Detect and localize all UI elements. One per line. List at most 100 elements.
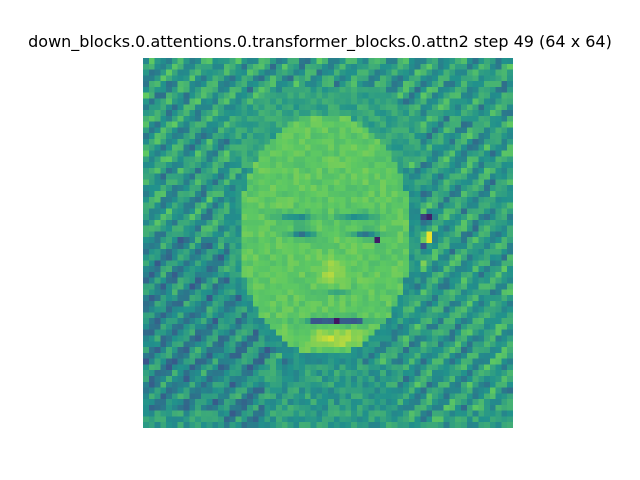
heatmap-cell	[460, 81, 467, 87]
heatmap-cell	[206, 404, 213, 411]
heatmap-cell	[368, 150, 375, 157]
heatmap-cell	[356, 58, 363, 64]
heatmap-cell	[391, 156, 398, 163]
heatmap-cell	[264, 289, 271, 296]
heatmap-cell	[345, 335, 352, 342]
heatmap-cell	[368, 387, 375, 394]
heatmap-cell	[218, 69, 224, 76]
heatmap-cell	[472, 254, 479, 261]
heatmap-cell	[177, 63, 184, 70]
heatmap-cell	[339, 179, 346, 186]
heatmap-cell	[333, 144, 340, 151]
heatmap-cell	[160, 214, 167, 220]
heatmap-cell	[507, 202, 513, 209]
heatmap-cell	[484, 208, 490, 215]
heatmap-cell	[310, 329, 317, 336]
heatmap-cell	[345, 312, 352, 319]
heatmap-cell	[368, 127, 375, 134]
heatmap-cell	[183, 289, 190, 296]
heatmap-cell	[229, 98, 236, 105]
heatmap-cell	[403, 347, 409, 353]
heatmap-cell	[241, 260, 248, 267]
heatmap-cell	[385, 404, 392, 411]
heatmap-cell	[420, 289, 427, 296]
heatmap-cell	[484, 370, 490, 377]
heatmap-cell	[252, 150, 259, 157]
heatmap-cell	[356, 271, 363, 278]
heatmap-cell	[466, 231, 473, 238]
heatmap-cell	[281, 347, 288, 353]
heatmap-cell	[443, 318, 450, 324]
heatmap-cell	[414, 167, 421, 174]
heatmap-cell	[501, 271, 508, 278]
heatmap-cell	[397, 208, 404, 215]
heatmap-cell	[252, 347, 259, 353]
heatmap-cell	[212, 231, 219, 238]
heatmap-cell	[183, 185, 190, 192]
heatmap-cell	[351, 162, 357, 168]
heatmap-cell	[270, 422, 277, 428]
heatmap-cell	[495, 167, 502, 174]
heatmap-cell	[148, 110, 155, 116]
heatmap-cell	[414, 387, 421, 394]
heatmap-cell	[171, 162, 178, 168]
heatmap-cell	[449, 335, 456, 342]
heatmap-cell	[200, 104, 207, 111]
heatmap-cell	[374, 202, 381, 209]
heatmap-cell	[391, 231, 398, 238]
heatmap-cell	[275, 300, 282, 307]
heatmap-cell	[160, 375, 167, 382]
heatmap-cell	[478, 283, 485, 290]
heatmap-cell	[275, 416, 282, 423]
heatmap-cell	[339, 381, 346, 388]
heatmap-cell	[414, 312, 421, 319]
heatmap-cell	[501, 115, 508, 122]
heatmap-cell	[270, 358, 277, 365]
heatmap-cell	[264, 208, 271, 215]
heatmap-cell	[322, 410, 329, 417]
heatmap-cell	[223, 375, 230, 382]
heatmap-cell	[166, 323, 172, 330]
heatmap-cell	[241, 127, 248, 134]
heatmap-cell	[293, 347, 300, 353]
heatmap-cell	[391, 393, 398, 400]
heatmap-cell	[316, 277, 323, 284]
heatmap-cell	[466, 399, 473, 405]
heatmap-cell	[206, 115, 213, 122]
heatmap-cell	[287, 248, 294, 255]
heatmap-cell	[258, 92, 265, 99]
heatmap-cell	[310, 254, 317, 261]
heatmap-cell	[333, 63, 340, 70]
heatmap-cell	[304, 254, 311, 261]
heatmap-cell	[235, 399, 242, 405]
heatmap-cell	[414, 86, 421, 93]
heatmap-cell	[235, 323, 242, 330]
heatmap-cell	[235, 318, 242, 324]
heatmap-cell	[328, 277, 334, 284]
heatmap-cell	[345, 266, 352, 272]
heatmap-cell	[304, 416, 311, 423]
heatmap-cell	[443, 156, 450, 163]
heatmap-cell	[206, 375, 213, 382]
heatmap-cell	[148, 185, 155, 192]
heatmap-cell	[362, 133, 369, 139]
heatmap-cell	[408, 375, 415, 382]
heatmap-cell	[316, 150, 323, 157]
heatmap-cell	[478, 358, 485, 365]
heatmap-cell	[368, 92, 375, 99]
heatmap-cell	[507, 86, 513, 93]
heatmap-cell	[177, 214, 184, 220]
heatmap-cell	[287, 422, 294, 428]
heatmap-cell	[270, 110, 277, 116]
heatmap-cell	[171, 318, 178, 324]
heatmap-cell	[177, 185, 184, 192]
heatmap-cell	[252, 86, 259, 93]
heatmap-cell	[241, 202, 248, 209]
heatmap-cell	[489, 237, 496, 244]
heatmap-cell	[339, 110, 346, 116]
heatmap-cell	[501, 225, 508, 232]
heatmap-cell	[177, 237, 184, 244]
heatmap-cell	[218, 375, 224, 382]
heatmap-cell	[414, 254, 421, 261]
heatmap-cell	[414, 231, 421, 238]
